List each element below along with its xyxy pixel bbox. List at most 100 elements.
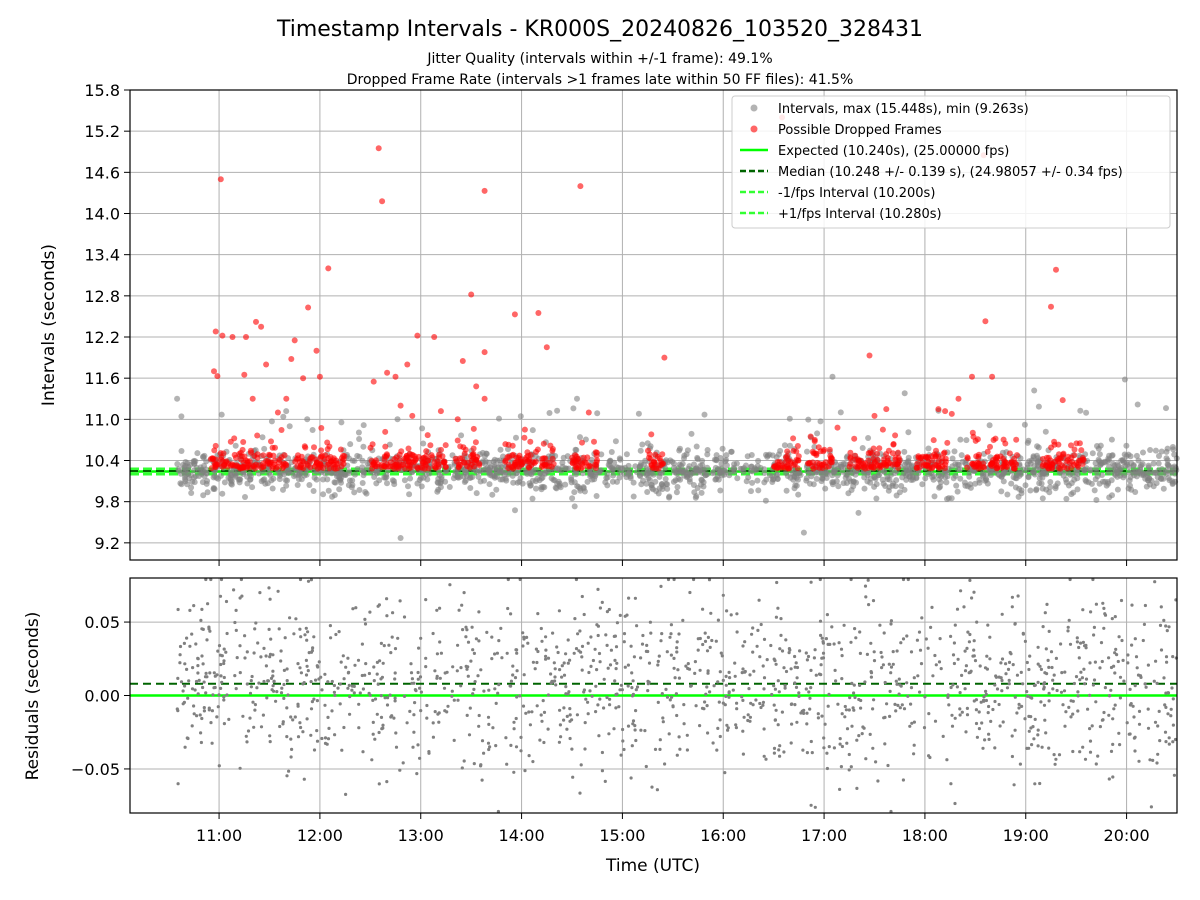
residual-point [471,692,475,696]
dropped-frame-point [928,465,935,472]
residual-point [536,612,540,616]
dropped-frame-point [847,449,854,456]
residual-point [762,676,767,680]
residual-point [777,690,781,694]
dropped-frame-point [306,458,313,465]
residual-point [857,734,861,738]
residual-point [558,668,562,672]
residual-point [912,720,917,724]
residual-point [372,665,376,669]
residual-point [1010,734,1014,738]
residual-point [222,659,226,663]
interval-point [657,470,664,477]
residual-point [810,751,814,755]
residual-point [850,724,854,728]
residual-point [852,691,856,695]
interval-point [493,486,500,493]
residual-point [905,681,909,685]
dropped-frame-point [311,444,317,451]
residual-point [984,698,989,703]
interval-point [1042,428,1049,435]
interval-point [1137,464,1144,470]
residual-point [607,732,611,736]
residual-point [469,659,473,663]
dropped-frame-point [511,311,518,318]
interval-point [963,437,970,444]
residual-point [544,648,548,652]
dropped-frame-point [856,458,863,465]
residual-point [852,708,856,712]
residual-point [802,708,806,713]
residual-point [953,716,957,720]
residual-point [1063,670,1067,674]
interval-point [886,476,893,483]
interval-point [936,476,943,483]
interval-point [1123,442,1130,449]
dropped-frame-point [318,425,325,431]
residual-point [401,761,405,765]
residual-point [393,696,397,700]
interval-point [677,445,683,452]
interval-point [1025,474,1032,481]
residual-point [586,700,590,704]
interval-point [1114,486,1121,493]
residual-point [706,731,710,735]
residual-point [812,656,817,660]
residual-point [193,688,197,692]
residual-point [952,661,957,666]
intervals-y-tick-label: 11.6 [84,369,120,388]
residual-point [906,577,910,582]
residual-point [939,667,943,671]
residual-point [761,664,765,668]
interval-point [571,503,578,510]
residual-point [880,666,884,670]
residual-point [519,749,523,753]
residual-point [780,649,785,653]
interval-point [1047,479,1054,485]
residual-point [282,668,286,673]
residual-point [456,698,460,702]
residual-point [950,724,955,728]
interval-point [1033,486,1040,493]
interval-point [1020,466,1027,473]
interval-point [693,466,700,472]
residual-point [192,604,196,608]
residual-point [1146,663,1150,667]
residual-point [482,751,486,755]
residual-point [748,673,752,677]
residual-point [1107,656,1111,660]
residual-point [615,661,619,665]
residual-point [751,703,755,707]
dropped-frame-point [654,453,661,460]
interval-point [538,486,545,493]
dropped-frame-point [481,349,488,356]
residuals-x-ticks: 11:00 12:00 13:00 14:00 15:00 16:00 17:00 18:00… [196,813,1150,845]
interval-point [679,460,686,467]
interval-point [972,480,979,487]
residual-point [1055,688,1059,693]
dropped-frame-point [318,447,325,454]
dropped-frame-point [428,452,435,459]
residual-point [245,740,249,744]
interval-point [593,493,600,499]
dropped-frame-point [1002,440,1009,447]
dropped-frame-point [857,463,864,470]
interval-point [259,434,266,441]
x-tick-label: 11:00 [196,826,242,845]
residual-point [202,709,206,713]
residual-point [926,646,930,650]
residual-point [268,740,272,744]
residual-point [650,785,654,789]
residual-point [740,671,744,675]
interval-point [383,474,390,481]
residual-point [305,717,309,721]
residual-point [425,716,429,720]
interval-point [497,476,504,483]
interval-point [571,489,578,496]
residual-point [531,660,536,664]
residual-point [805,711,809,715]
chart-title: Timestamp Intervals - KR000S_20240826_10… [276,17,923,42]
residuals-y-tick-label: −0.05 [71,760,120,779]
residual-point [394,731,398,735]
residual-point [1077,656,1081,660]
